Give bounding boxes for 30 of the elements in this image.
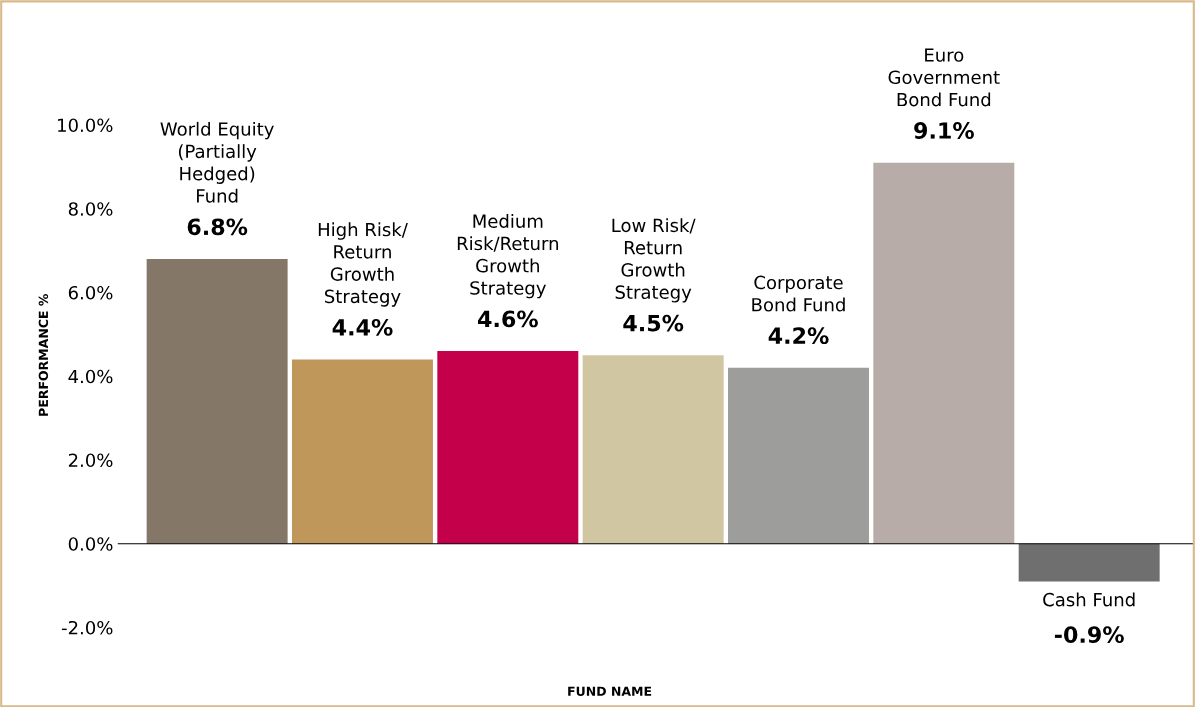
- data-label: -0.9%: [1054, 626, 1124, 644]
- x-axis-title: FUND NAME: [568, 686, 652, 696]
- x-tick-label: Low Risk/ Return Growth Strategy: [612, 218, 696, 303]
- y-tick-label: 6.0%: [68, 285, 113, 300]
- x-tick-label: Cash Fund: [1043, 592, 1135, 607]
- bar: [873, 162, 1015, 544]
- y-axis-title: PERFORMANCE %: [38, 294, 49, 416]
- bar: [728, 367, 869, 544]
- y-tick-label: 2.0%: [68, 453, 113, 468]
- y-tick-label: 10.0%: [58, 118, 113, 133]
- x-tick-label: High Risk/ Return Growth Strategy: [318, 222, 408, 307]
- y-tick-label: 8.0%: [68, 202, 113, 216]
- y-tick-label: -2.0%: [61, 620, 113, 635]
- bar: [437, 351, 579, 544]
- data-label: 6.8%: [187, 218, 248, 236]
- bar: [1018, 543, 1160, 582]
- bar: [291, 359, 433, 544]
- x-tick-label: Medium Risk/Return Growth Strategy: [457, 214, 558, 299]
- data-label: 4.4%: [332, 318, 393, 336]
- data-label: 4.5%: [623, 314, 684, 332]
- data-label: 4.6%: [477, 310, 538, 328]
- x-tick-label: Euro Government Bond Fund: [888, 48, 1000, 107]
- data-label: 9.1%: [914, 122, 974, 139]
- bar: [582, 355, 724, 544]
- x-tick-label: Corporate Bond Fund: [752, 275, 845, 312]
- bar: [146, 258, 288, 544]
- data-label: 4.2%: [768, 327, 829, 345]
- y-tick-label: 0.0%: [68, 537, 113, 551]
- y-tick-label: 4.0%: [68, 369, 113, 384]
- x-tick-label: World Equity (Partially Hedged) Fund: [160, 121, 274, 203]
